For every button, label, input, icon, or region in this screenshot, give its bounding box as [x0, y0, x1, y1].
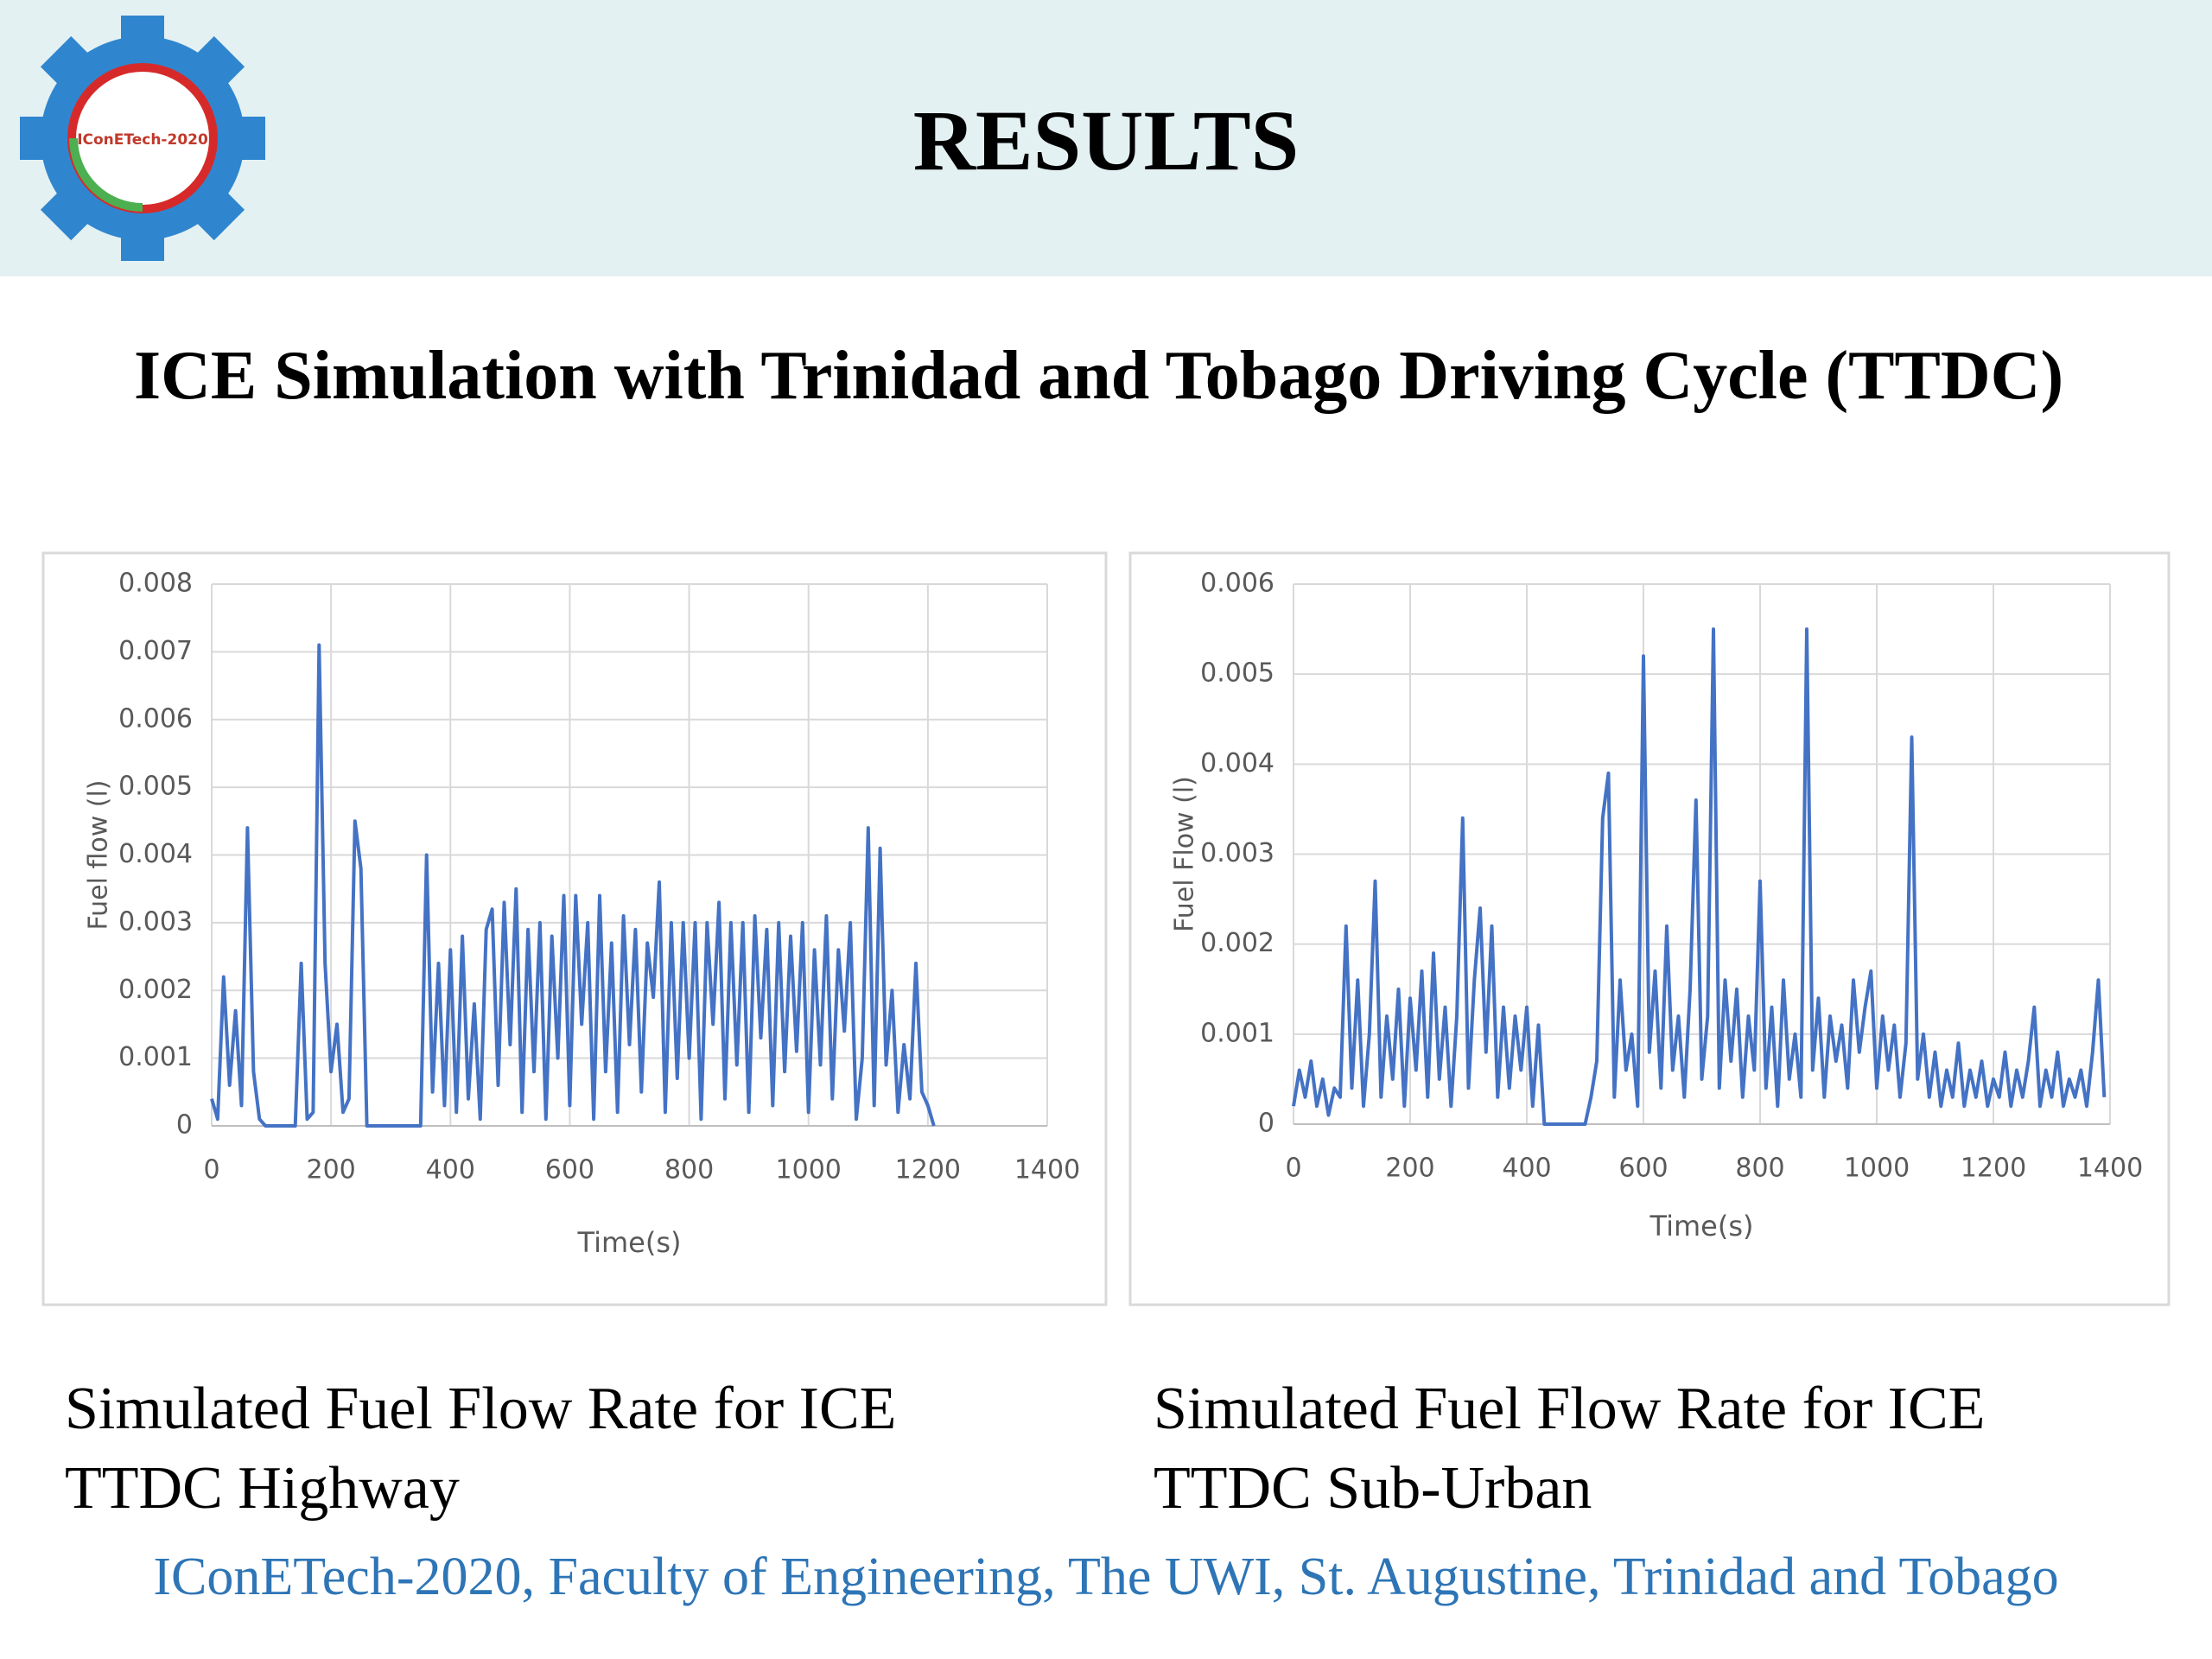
- header-band: [0, 0, 2212, 276]
- y-tick-label: 0.001: [118, 1042, 193, 1072]
- x-tick-label: 1200: [895, 1155, 961, 1185]
- chart-caption: Simulated Fuel Flow Rate for ICE TTDC Su…: [1154, 1376, 1986, 1522]
- y-tick-label: 0.003: [1200, 838, 1274, 868]
- x-tick-label: 400: [1502, 1154, 1551, 1184]
- y-tick-label: 0.007: [118, 636, 193, 666]
- logo: IConETech-2020: [20, 16, 265, 261]
- y-tick-label: 0: [176, 1110, 193, 1141]
- x-tick-label: 1400: [1014, 1155, 1080, 1185]
- x-tick-label: 400: [426, 1155, 475, 1185]
- chart-frame: [1128, 551, 2171, 1306]
- x-tick-label: 600: [1618, 1154, 1668, 1184]
- x-tick-label: 800: [664, 1155, 714, 1185]
- y-tick-label: 0.002: [1200, 928, 1274, 958]
- x-tick-label: 800: [1735, 1154, 1784, 1184]
- y-axis-label: Fuel Flow (l): [1170, 776, 1200, 932]
- x-tick-label: 1000: [1844, 1154, 1910, 1184]
- slide-heading: ICE Simulation with Trinidad and Tobago …: [134, 338, 2064, 414]
- y-tick-label: 0.006: [1200, 569, 1274, 599]
- y-tick-label: 0.006: [118, 703, 193, 734]
- y-tick-label: 0.008: [118, 569, 193, 599]
- y-tick-label: 0: [1258, 1109, 1274, 1139]
- y-axis-label: Fuel flow (l): [84, 779, 114, 930]
- chart-frame: [41, 551, 1108, 1306]
- logo-text: IConETech-2020: [77, 131, 208, 149]
- y-tick-label: 0.004: [1200, 748, 1274, 779]
- y-tick-label: 0.003: [118, 906, 193, 937]
- y-tick-label: 0.002: [118, 975, 193, 1005]
- footer: IConETech-2020, Faculty of Engineering, …: [153, 1548, 2059, 1606]
- x-tick-label: 1000: [776, 1155, 842, 1185]
- x-tick-label: 0: [1285, 1154, 1301, 1184]
- y-tick-label: 0.004: [118, 839, 193, 869]
- chart-caption: Simulated Fuel Flow Rate for ICE TTDC Hi…: [65, 1376, 897, 1522]
- x-tick-label: 1200: [1961, 1154, 2026, 1184]
- y-tick-label: 0.005: [1200, 658, 1274, 689]
- x-tick-label: 1400: [2077, 1154, 2143, 1184]
- y-tick-label: 0.005: [118, 772, 193, 802]
- x-tick-label: 200: [1385, 1154, 1434, 1184]
- x-tick-label: 0: [203, 1155, 219, 1185]
- y-tick-label: 0.001: [1200, 1018, 1274, 1048]
- x-tick-label: 600: [545, 1155, 594, 1185]
- x-axis-label: Time(s): [577, 1226, 682, 1259]
- data-line: [1292, 627, 2107, 1126]
- x-axis-label: Time(s): [1649, 1210, 1754, 1243]
- slide-title: RESULTS: [912, 92, 1300, 188]
- x-tick-label: 200: [307, 1155, 356, 1185]
- data-line: [210, 643, 936, 1128]
